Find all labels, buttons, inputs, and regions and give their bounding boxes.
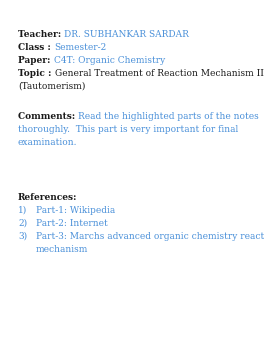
Text: Teacher:: Teacher: [18,30,64,39]
Text: General Treatment of Reaction Mechanism II: General Treatment of Reaction Mechanism … [55,69,263,78]
Text: Class :: Class : [18,43,54,52]
Text: 1): 1) [18,206,27,215]
Text: Read the highlighted parts of the notes: Read the highlighted parts of the notes [78,112,259,121]
Text: DR. SUBHANKAR SARDAR: DR. SUBHANKAR SARDAR [64,30,189,39]
Text: C4T: Organic Chemistry: C4T: Organic Chemistry [54,56,165,65]
Text: 3): 3) [18,232,27,241]
Text: Part-3: Marchs advanced organic chemistry reactions: Part-3: Marchs advanced organic chemistr… [36,232,264,241]
Text: Comments:: Comments: [18,112,78,121]
Text: Part-1: Wikipedia: Part-1: Wikipedia [36,206,115,215]
Text: mechanism: mechanism [36,245,88,254]
Text: References:: References: [18,193,78,202]
Text: Paper:: Paper: [18,56,54,65]
Text: Topic :: Topic : [18,69,55,78]
Text: 2): 2) [18,219,27,228]
Text: Part-2: Internet: Part-2: Internet [36,219,108,228]
Text: Semester-2: Semester-2 [54,43,106,52]
Text: examination.: examination. [18,138,78,147]
Text: thoroughly.  This part is very important for final: thoroughly. This part is very important … [18,125,238,134]
Text: (Tautomerism): (Tautomerism) [18,82,85,91]
